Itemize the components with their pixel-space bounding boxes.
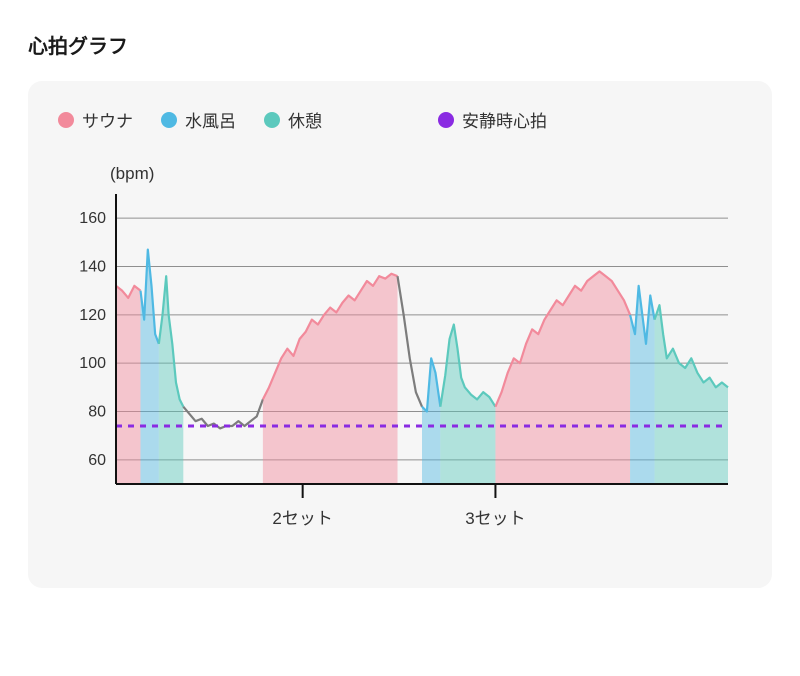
svg-text:3セット: 3セット — [465, 509, 525, 528]
svg-text:2セット: 2セット — [272, 509, 332, 528]
legend-rest-label: 休憩 — [288, 107, 322, 132]
legend-rest-dot — [264, 112, 280, 128]
legend-resting: 安静時心拍 — [438, 107, 547, 132]
heart-rate-chart: 60 80 100 120 140 160 2セット 3セット — [58, 194, 742, 554]
chart-area: 60 80 100 120 140 160 2セット 3セット — [58, 194, 742, 554]
page-title: 心拍グラフ — [28, 30, 772, 59]
svg-text:160: 160 — [79, 210, 106, 227]
chart-card: サウナ 水風呂 休憩 安静時心拍 (bpm) 60 80 100 120 140 160 2… — [28, 81, 772, 588]
legend-sauna-label: サウナ — [82, 107, 133, 132]
legend: サウナ 水風呂 休憩 安静時心拍 — [58, 107, 742, 132]
y-axis-unit: (bpm) — [110, 164, 742, 184]
svg-text:80: 80 — [88, 404, 106, 421]
legend-cold-label: 水風呂 — [185, 107, 236, 132]
legend-cold-dot — [161, 112, 177, 128]
legend-resting-label: 安静時心拍 — [462, 107, 547, 132]
legend-resting-dot — [438, 112, 454, 128]
svg-text:140: 140 — [79, 259, 106, 276]
svg-text:60: 60 — [88, 452, 106, 469]
legend-cold: 水風呂 — [161, 107, 236, 132]
legend-sauna: サウナ — [58, 107, 133, 132]
svg-text:100: 100 — [79, 355, 106, 372]
legend-sauna-dot — [58, 112, 74, 128]
svg-text:120: 120 — [79, 307, 106, 324]
legend-rest: 休憩 — [264, 107, 322, 132]
